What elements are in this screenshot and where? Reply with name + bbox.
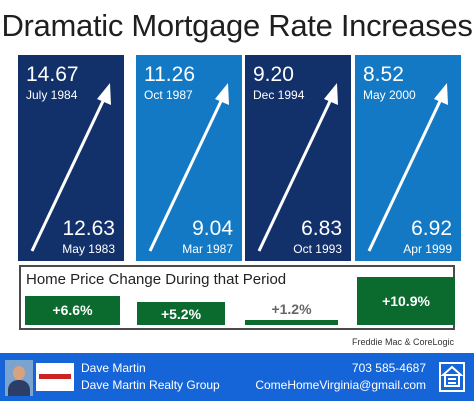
bar-value-label: +10.9% [382,293,430,309]
bar-value-label: +6.6% [52,302,93,319]
start-date-label: May 1983 [62,242,115,256]
rate-panel: 9.20 Dec 1994 6.83 Oct 1993 [245,55,351,261]
footer-bar: Dave Martin Dave Martin Realty Group 703… [0,353,474,401]
rate-panel: 8.52 May 2000 6.92 Apr 1999 [355,55,461,261]
up-arrow-icon [30,83,111,252]
up-arrow-icon [257,83,338,252]
home-price-bar: +6.6% [25,295,120,325]
end-date-label: May 2000 [363,88,416,102]
source-credit: Freddie Mac & CoreLogic [351,337,454,347]
home-price-bar: +10.9% [357,277,455,325]
start-date-label: Oct 1993 [293,242,342,256]
end-rate-label: 8.52 [363,63,404,86]
end-date-label: Dec 1994 [253,88,305,102]
start-date-label: Apr 1999 [403,242,452,256]
home-price-bar: +5.2% [137,302,225,325]
start-rate-label: 6.92 [411,217,452,240]
start-date-label: Mar 1987 [182,242,233,256]
end-date-label: Oct 1987 [144,88,193,102]
rate-panel: 11.26 Oct 1987 9.04 Mar 1987 [136,55,242,261]
end-rate-label: 14.67 [26,63,79,86]
start-rate-label: 12.63 [62,217,115,240]
equal-housing-icon [439,362,465,392]
realty-logo [36,363,74,391]
end-rate-label: 9.20 [253,63,294,86]
end-date-label: July 1984 [26,88,78,102]
up-arrow-icon [148,83,229,252]
rate-panel: 14.67 July 1984 12.63 May 1983 [18,55,124,261]
bar-value-label: +1.2% [271,300,312,317]
start-rate-label: 6.83 [301,217,342,240]
end-rate-label: 11.26 [144,63,195,86]
agent-photo [5,360,33,396]
agent-name: Dave Martin [81,361,146,375]
agent-company: Dave Martin Realty Group [81,378,220,392]
up-arrow-icon [367,83,448,252]
agent-email[interactable]: ComeHomeVirginia@gmail.com [255,378,426,392]
home-price-bar [245,319,338,325]
bar-value-label: +5.2% [160,305,202,322]
chart-title: Dramatic Mortgage Rate Increases [1,8,473,43]
agent-phone[interactable]: 703 585-4687 [351,361,426,375]
home-price-title: Home Price Change During that Period [26,271,287,288]
start-rate-label: 9.04 [192,217,233,240]
